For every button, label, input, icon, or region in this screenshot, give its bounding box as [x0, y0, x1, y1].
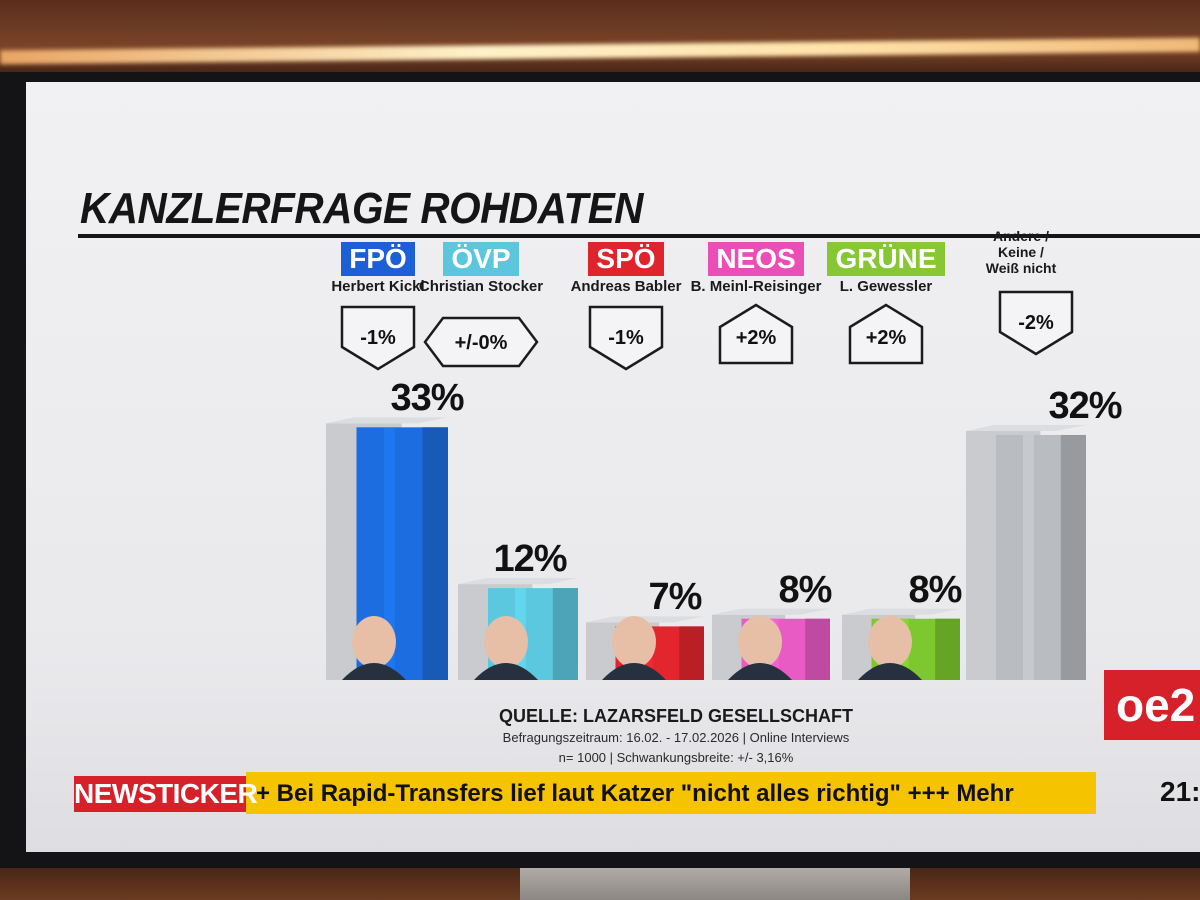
- change-label: +2%: [866, 327, 907, 349]
- change-marker: -1%: [588, 305, 664, 371]
- candidate-name: Andreas Babler: [570, 278, 682, 295]
- bar-highlight: [383, 427, 395, 680]
- value-label: 12%: [493, 538, 567, 581]
- channel-logo: oe2: [1104, 670, 1200, 740]
- party-header: NEOS B. Meinl-Reisinger: [686, 242, 826, 295]
- other-label-line-1: Andere /: [992, 228, 1049, 244]
- chart-title: KANZLERFRAGE ROHDATEN: [80, 184, 644, 233]
- portrait-face: [352, 616, 396, 668]
- bar-chart: -1% +/-0% -1% +2% +2% -2%: [326, 290, 1086, 680]
- portrait-body: [602, 663, 666, 680]
- party-header: ÖVP Christian Stocker: [411, 242, 551, 295]
- change-marker-shape: [588, 305, 664, 371]
- change-marker: +/-0%: [423, 316, 539, 368]
- bar-side: [1060, 434, 1086, 680]
- portrait-body: [858, 663, 922, 680]
- bar-top: [586, 616, 704, 623]
- candidate-name: B. Meinl-Reisinger: [690, 278, 822, 295]
- other-category-label: Andere / Keine / Weiß nicht: [966, 228, 1076, 276]
- newsticker-label: NEWSTICKER: [74, 776, 258, 812]
- source-period: Befragungszeitraum: 16.02. - 17.02.2026 …: [502, 730, 850, 745]
- party-badge: FPÖ: [341, 242, 415, 276]
- portrait-face: [868, 616, 912, 668]
- candidate-name: Christian Stocker: [418, 278, 544, 295]
- bar-top: [842, 608, 960, 615]
- party-header: FPÖ Herbert Kickl: [308, 242, 448, 295]
- bar-side: [805, 618, 830, 680]
- change-label: +/-0%: [455, 332, 508, 354]
- portrait-fpö: [342, 616, 406, 680]
- bar-top: [458, 578, 578, 585]
- party-header: GRÜNE L. Gewessler: [816, 242, 956, 295]
- change-marker: +2%: [848, 303, 924, 365]
- bar-top: [966, 424, 1086, 431]
- value-label: 33%: [390, 377, 464, 420]
- party-badge: GRÜNE: [827, 242, 945, 276]
- newsticker-text: + Bei Rapid-Transfers lief laut Katzer "…: [256, 780, 1014, 807]
- change-label: -1%: [360, 327, 396, 349]
- bar-highlight: [1023, 434, 1034, 680]
- clock: 21:: [1160, 776, 1200, 807]
- portrait-neos: [728, 616, 792, 680]
- candidate-name: Herbert Kickl: [331, 278, 425, 295]
- party-badge: SPÖ: [588, 242, 664, 276]
- bar-top: [712, 608, 830, 615]
- source-title: QUELLE: LAZARSFELD GESELLSCHAFT: [499, 706, 853, 726]
- bar-group-andere: [966, 424, 1086, 680]
- change-marker-shape: [998, 290, 1074, 356]
- source-sample: n= 1000 | Schwankungsbreite: +/- 3,16%: [558, 750, 794, 765]
- portrait-spö: [602, 616, 666, 680]
- value-label: 32%: [1048, 384, 1122, 427]
- change-label: +2%: [736, 327, 777, 349]
- change-label: -1%: [608, 327, 644, 349]
- portrait-body: [474, 663, 538, 680]
- change-marker: -2%: [998, 290, 1074, 356]
- party-header: SPÖ Andreas Babler: [556, 242, 696, 295]
- portrait-face: [612, 616, 656, 668]
- bar-side: [552, 588, 578, 680]
- bar-side: [679, 626, 704, 680]
- title-underline: [78, 234, 1200, 238]
- portrait-grüne: [858, 616, 922, 680]
- bar-top: [326, 417, 448, 424]
- portrait-face: [484, 616, 528, 668]
- portrait-övp: [474, 616, 538, 680]
- change-marker-shape: [340, 305, 416, 371]
- change-marker: +2%: [718, 303, 794, 365]
- tv-screen: KANZLERFRAGE ROHDATEN -1% +/-0% -1% +2% +2% -…: [26, 82, 1200, 852]
- other-label-line-2: Keine /: [998, 244, 1044, 260]
- bar-side: [422, 427, 448, 680]
- portrait-body: [728, 663, 792, 680]
- portrait-body: [342, 663, 406, 680]
- ticker-bar: [246, 772, 1096, 814]
- party-badge: NEOS: [708, 242, 804, 276]
- portrait-face: [738, 616, 782, 668]
- bar-side: [935, 618, 960, 680]
- change-marker-shape: [718, 303, 794, 365]
- tv-stand: [520, 862, 910, 900]
- change-marker-shape: [848, 303, 924, 365]
- value-label: 8%: [908, 568, 963, 611]
- candidate-name: L. Gewessler: [839, 278, 933, 295]
- change-label: -2%: [1018, 312, 1054, 334]
- change-marker-shape: [423, 316, 539, 368]
- value-label: 7%: [648, 576, 703, 619]
- value-label: 8%: [778, 568, 833, 611]
- change-marker: -1%: [340, 305, 416, 371]
- party-badge: ÖVP: [443, 242, 519, 276]
- other-label-line-3: Weiß nicht: [985, 260, 1057, 276]
